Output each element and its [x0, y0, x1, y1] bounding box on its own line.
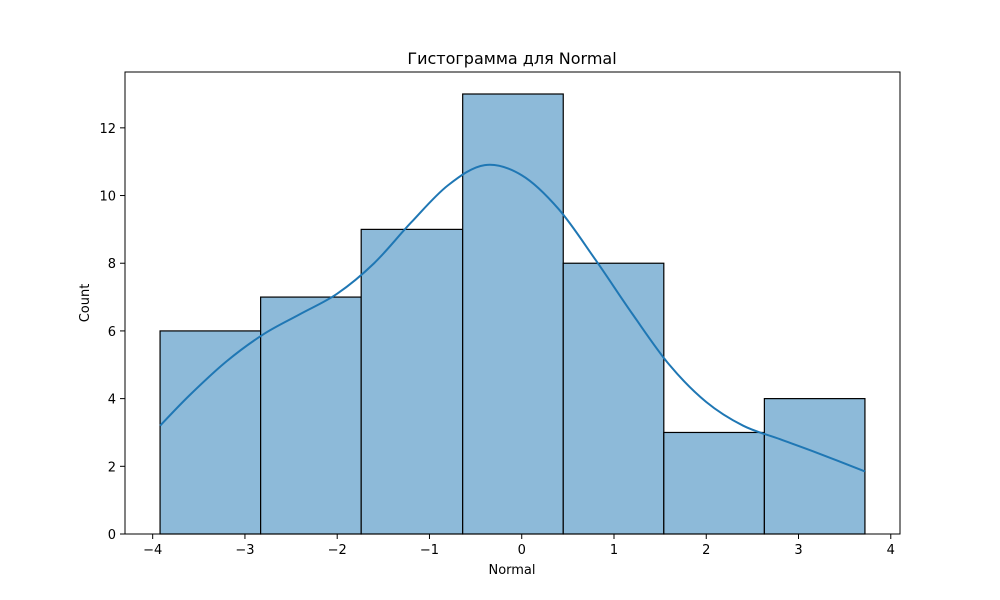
y-axis-ticks: 0 2 4 6 8 10 12	[99, 122, 125, 543]
x-tick-label: −2	[328, 543, 347, 558]
y-tick-label: 8	[108, 257, 116, 272]
y-tick-label: 4	[108, 393, 116, 408]
y-tick-label: 2	[108, 460, 116, 475]
histogram-bar	[159, 330, 262, 535]
x-tick-label: −1	[420, 543, 439, 558]
x-axis-ticks: −4 −3 −2 −1 0 1 2 3 4	[143, 534, 895, 558]
histogram-bar	[260, 296, 362, 535]
x-tick-label: −4	[143, 543, 162, 558]
y-axis-label: Count	[78, 284, 93, 323]
x-tick-label: 1	[610, 543, 618, 558]
y-tick-label: 10	[99, 190, 116, 205]
histogram-bar	[360, 228, 464, 535]
y-tick-label: 0	[108, 528, 116, 543]
kde-curve	[159, 163, 866, 473]
histogram-bar	[562, 262, 665, 535]
chart-title: Гистограмма для Normal	[407, 49, 616, 68]
x-tick-label: 2	[702, 543, 710, 558]
histogram-bars	[159, 93, 866, 535]
y-tick-label: 12	[99, 122, 116, 137]
histogram-bar	[763, 398, 866, 535]
x-tick-label: 3	[794, 543, 802, 558]
x-axis-label: Normal	[488, 563, 535, 578]
y-tick-label: 6	[108, 325, 116, 340]
x-tick-label: 0	[518, 543, 526, 558]
x-tick-label: 4	[887, 543, 895, 558]
x-tick-label: −3	[235, 543, 254, 558]
histogram-bar	[663, 431, 765, 535]
histogram-bar	[462, 93, 564, 535]
plot-frame	[124, 71, 901, 535]
